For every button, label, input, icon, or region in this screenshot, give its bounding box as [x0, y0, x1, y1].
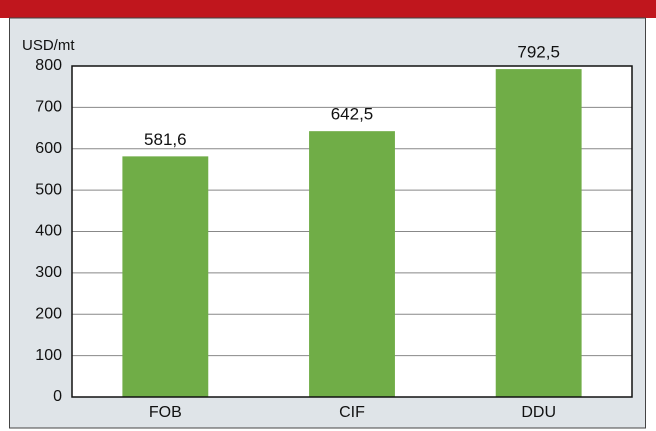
x-tick-label: CIF [339, 404, 365, 421]
header-band [0, 0, 656, 18]
value-label: 642,5 [331, 105, 374, 124]
y-tick-label: 300 [35, 264, 62, 281]
y-tick-label: 400 [35, 223, 62, 240]
bar [309, 131, 395, 397]
x-tick-label: FOB [149, 404, 182, 421]
y-tick-label: 600 [35, 140, 62, 157]
y-tick-label: 800 [35, 57, 62, 74]
value-label: 792,5 [517, 43, 560, 62]
bar [495, 69, 582, 398]
y-axis-label: USD/mt [22, 37, 75, 54]
y-tick-label: 200 [35, 305, 62, 322]
y-tick-label: 500 [35, 181, 62, 198]
value-label: 581,6 [144, 130, 187, 149]
y-tick-label: 700 [35, 99, 62, 116]
plot-border [71, 65, 633, 398]
x-tick-label: DDU [521, 404, 556, 421]
y-tick-label: 0 [53, 388, 62, 405]
bar [122, 156, 209, 397]
y-tick-label: 100 [35, 347, 62, 364]
